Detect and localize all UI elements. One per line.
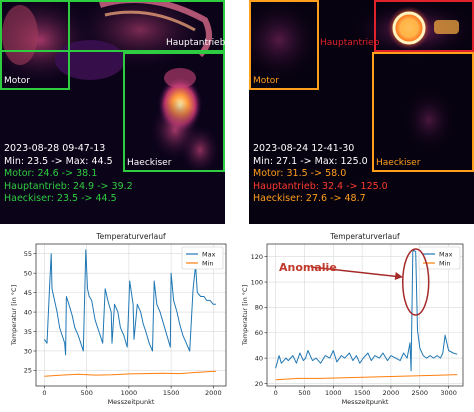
y-axis-label: Temperatur [in °C]: [241, 285, 249, 346]
y-tick-label: 40: [255, 354, 263, 362]
stat-timestamp: 2023-08-28 09-47-13: [4, 143, 106, 154]
roi-label-hauptantrieb: Hauptantrieb: [166, 38, 225, 48]
x-tick-label: 0: [42, 389, 46, 397]
y-tick-label: 120: [251, 253, 263, 261]
anomaly-ellipse: [401, 248, 430, 316]
anomaly-arrow-line: [310, 266, 402, 278]
x-tick-label: 1500: [354, 389, 371, 397]
x-tick-label: 1000: [121, 389, 138, 397]
anomaly-arrow-head: [394, 272, 403, 281]
roi-label-motor: Motor: [4, 76, 31, 86]
series-line-min: [44, 370, 216, 377]
chart-left: 0 500 1000 1500 2000 25 30 35 40 45 50 55 Temperatur…: [0, 226, 237, 412]
roi-label-haeckiser: Haeckiser: [376, 158, 421, 168]
x-tick-label: 3000: [440, 389, 457, 397]
stat-haeckiser: Haeckiser: 23.5 -> 44.5: [4, 193, 117, 204]
y-tick-label: 40: [24, 308, 32, 316]
chart-right: 0 500 1000 1500 2000 2500 3000 20 40 60 80 100 120 Te…: [237, 226, 474, 412]
legend-label-min: Min: [202, 259, 214, 267]
anomaly-label: Anomalie: [279, 261, 337, 274]
x-tick-label: 500: [298, 389, 310, 397]
y-tick-label: 30: [24, 347, 32, 355]
chart-title: Temperaturverlauf: [95, 232, 166, 241]
roi-box-haeckiser: [372, 52, 474, 172]
thermal-image-left: Hauptantrieb Motor Haeckiser 2023-08-28 …: [0, 0, 225, 224]
legend-label-max: Max: [202, 250, 216, 258]
legend-label-max: Max: [439, 250, 453, 258]
stat-hauptantrieb: Hauptantrieb: 32.4 -> 125.0: [253, 180, 388, 192]
stat-motor: Motor: 24.6 -> 38.1: [4, 168, 98, 179]
x-tick-label: 500: [80, 389, 92, 397]
roi-label-hauptantrieb: Hauptantrieb: [320, 38, 380, 48]
stat-haeckiser: Haeckiser: 27.6 -> 48.7: [253, 193, 366, 204]
stat-minmax: Min: 23.5 -> Max: 44.5: [4, 155, 113, 167]
x-tick-label: 2000: [383, 389, 400, 397]
chart-svg-left: 0 500 1000 1500 2000 25 30 35 40 45 50 55 Temperatur…: [10, 232, 227, 406]
x-axis-label: Messzeitpunkt: [108, 398, 155, 406]
x-tick-label: 0: [274, 389, 278, 397]
series-line-max: [43, 249, 216, 356]
plot-frame: [266, 243, 464, 387]
x-tick-label: 1500: [163, 389, 180, 397]
thermal-image-right: Hauptantrieb Motor Haeckiser 2023-08-24 …: [249, 0, 474, 224]
stat-timestamp: 2023-08-24 12-41-30: [253, 143, 355, 154]
chart-title: Temperaturverlauf: [329, 232, 400, 241]
x-axis-label: Messzeitpunkt: [342, 398, 389, 406]
y-tick-label: 80: [255, 304, 263, 312]
y-tick-label: 55: [24, 250, 32, 258]
stats-panel-right: 2023-08-24 12-41-30 Min: 27.1 -> Max: 12…: [253, 143, 388, 206]
y-tick-label: 100: [251, 278, 263, 286]
roi-box-haeckiser: [123, 52, 225, 172]
chart-svg-right: 0 500 1000 1500 2000 2500 3000 20 40 60 80 100 120 Te…: [241, 232, 464, 406]
y-tick-label: 35: [24, 328, 32, 336]
y-tick-label: 50: [24, 269, 32, 277]
series-line-max: [275, 249, 458, 372]
x-tick-label: 2500: [411, 389, 428, 397]
series-line-min: [275, 374, 458, 381]
stat-motor: Motor: 31.5 -> 58.0: [253, 168, 347, 179]
roi-box-hauptantrieb: [374, 0, 474, 52]
x-tick-label: 1000: [325, 389, 342, 397]
thermal-background-right: [249, 0, 474, 224]
roi-label-motor: Motor: [253, 76, 280, 86]
y-tick-label: 60: [255, 329, 263, 337]
y-axis-label: Temperatur [in °C]: [10, 285, 18, 346]
stat-minmax: Min: 27.1 -> Max: 125.0: [253, 155, 368, 167]
x-tick-label: 2000: [205, 389, 222, 397]
y-tick-label: 20: [255, 380, 263, 388]
stat-hauptantrieb: Hauptantrieb: 24.9 -> 39.2: [4, 180, 133, 192]
roi-box-hauptantrieb: [0, 0, 225, 52]
plot-frame: [35, 243, 227, 387]
y-tick-label: 25: [24, 367, 32, 375]
roi-label-haeckiser: Haeckiser: [127, 158, 172, 168]
roi-box-motor: [249, 0, 319, 90]
y-tick-label: 45: [24, 289, 32, 297]
legend-label-min: Min: [439, 259, 451, 267]
stats-panel-left: 2023-08-28 09-47-13 Min: 23.5 -> Max: 44…: [4, 143, 133, 206]
